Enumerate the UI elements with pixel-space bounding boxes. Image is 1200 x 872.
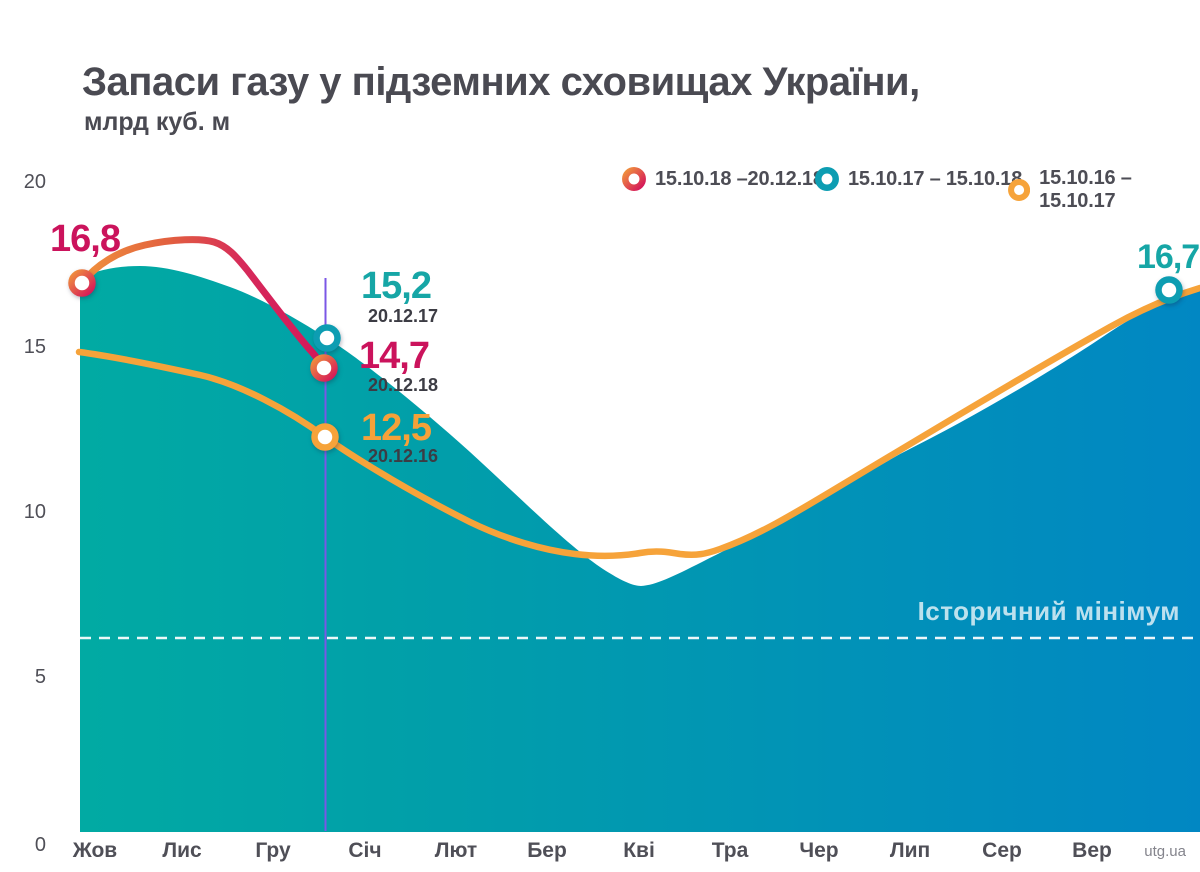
page-title: Запаси газу у підземних сховищах України… xyxy=(82,60,920,104)
y-tick-20: 20 xyxy=(24,171,46,193)
x-label-dec: Гру xyxy=(255,839,291,862)
marker-end-16-7 xyxy=(1155,276,1183,304)
legend-ring-gradient-icon xyxy=(622,167,646,191)
callout-dec16-date: 20.12.16 xyxy=(368,446,438,466)
x-label-apr: Кві xyxy=(623,839,655,862)
callout-dec17-value: 15,2 xyxy=(361,265,431,307)
marker-pink-14-7 xyxy=(310,354,338,382)
x-label-jun: Чер xyxy=(799,839,838,862)
callout-dec18-value: 14,7 xyxy=(359,335,429,377)
legend-item-2018: 15.10.18 –20.12.18 xyxy=(622,167,824,191)
marker-start-16-8 xyxy=(68,269,96,297)
line-series-2018 xyxy=(78,236,328,371)
marker-teal-15-2 xyxy=(313,324,341,352)
x-label-mar: Бер xyxy=(527,839,567,862)
x-label-feb: Лют xyxy=(435,839,477,862)
y-tick-0: 0 xyxy=(35,834,46,856)
x-label-sep: Вер xyxy=(1072,839,1112,862)
x-label-jan: Січ xyxy=(348,839,381,862)
legend-ring-orange-icon xyxy=(1008,178,1031,202)
marker-orange-12-5 xyxy=(311,423,339,451)
line-series-2016-2017 xyxy=(75,284,1200,560)
legend-label-2016-2017: 15.10.16 – 15.10.17 xyxy=(1039,167,1132,212)
callout-dec17-date: 20.12.17 xyxy=(368,306,438,326)
legend-item-2016-2017: 15.10.16 – 15.10.17 xyxy=(1008,167,1200,213)
legend-ring-teal-icon xyxy=(815,167,839,191)
callout-end-value: 16,7 xyxy=(1137,238,1199,276)
x-label-nov: Лис xyxy=(162,839,202,862)
x-label-may: Тра xyxy=(712,839,749,862)
callout-dec18-date: 20.12.18 xyxy=(368,375,438,395)
legend-label-2018: 15.10.18 –20.12.18 xyxy=(655,167,824,190)
chart-units-subtitle: млрд куб. м xyxy=(84,108,231,136)
x-label-oct: Жов xyxy=(72,839,118,862)
y-tick-15: 15 xyxy=(24,336,46,358)
area-series-2017-2018 xyxy=(80,266,1200,832)
historical-min-label: Історичний мінімум xyxy=(918,596,1180,626)
legend-item-2017-2018: 15.10.17 – 15.10.18 xyxy=(815,167,1022,191)
x-label-aug: Сер xyxy=(982,839,1022,862)
x-label-jul: Лип xyxy=(890,839,930,862)
legend-label-2017-2018: 15.10.17 – 15.10.18 xyxy=(848,167,1023,190)
callout-start-value: 16,8 xyxy=(50,218,120,260)
y-tick-10: 10 xyxy=(24,501,46,523)
callout-dec16-value: 12,5 xyxy=(361,407,432,449)
y-tick-5: 5 xyxy=(35,666,46,688)
watermark: utg.ua xyxy=(1144,843,1186,860)
